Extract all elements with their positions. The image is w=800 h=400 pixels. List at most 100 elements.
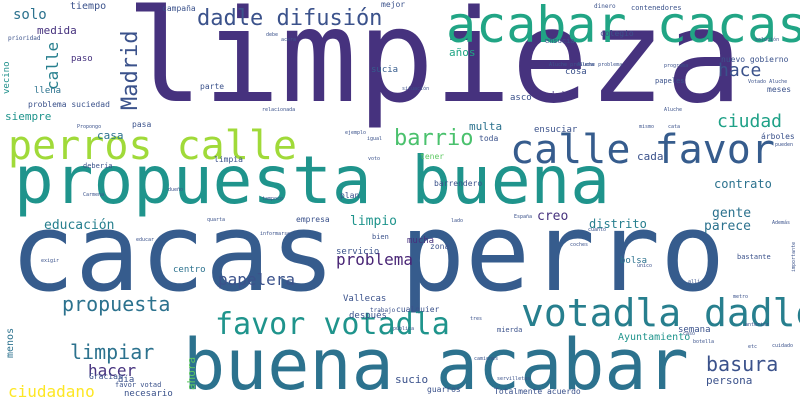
cloud-word: dejan [549, 91, 577, 101]
cloud-word: debe [266, 32, 279, 38]
cloud-word: dueño [168, 187, 184, 193]
cloud-word: quarta [207, 217, 226, 223]
cloud-word: camiones [474, 356, 499, 362]
cloud-word: papelera [218, 270, 296, 289]
cloud-word: cualquier [396, 305, 440, 314]
cloud-word: relacionada [262, 107, 296, 113]
cloud-word: coches [570, 242, 589, 248]
cloud-word: casa [97, 129, 124, 142]
cloud-word: meses [767, 85, 792, 94]
cloud-word: Aluche problema [577, 62, 623, 68]
cloud-word: contrato [714, 177, 772, 191]
cloud-word: ejemplo [345, 130, 367, 136]
cloud-word: Aluche [664, 107, 683, 113]
cloud-word: cacas perro [10, 191, 726, 316]
cloud-word: limpio [350, 214, 397, 229]
cloud-word: hacer [88, 361, 137, 380]
cloud-word: Totalmente acuerdo [494, 387, 581, 396]
cloud-word: necesario [124, 389, 173, 399]
cloud-word: voto [368, 156, 381, 162]
cloud-word: multa [469, 120, 503, 133]
cloud-word: mierda [497, 326, 523, 334]
cloud-word: después [349, 311, 387, 321]
cloud-word: dadle difusión [197, 6, 383, 31]
cloud-word: acera [281, 37, 297, 43]
cloud-word: informarse [260, 231, 291, 237]
cloud-word: llena [34, 86, 62, 96]
cloud-word: años [449, 46, 476, 59]
cloud-word: papeles [655, 77, 685, 85]
cloud-word: plan [340, 191, 360, 200]
cloud-word: allí [688, 279, 701, 285]
cloud-word: Ayuntamiento [618, 332, 691, 343]
cloud-word: Votado Aluche [748, 79, 788, 85]
cloud-word: solución [755, 37, 780, 43]
cloud-word: limpieza [126, 0, 743, 132]
cloud-word: mismo [639, 124, 655, 130]
cloud-word: pública [393, 326, 415, 332]
cloud-word: lado [451, 218, 464, 224]
cloud-word: Gracias [89, 372, 123, 381]
cloud-word: ensucia [545, 37, 575, 45]
cloud-word: acabar cacas [446, 0, 800, 54]
cloud-word: limpia [214, 155, 243, 164]
cloud-word: creo [537, 209, 569, 224]
cloud-word: ahora [185, 356, 198, 390]
cloud-word: parte [200, 82, 225, 91]
cloud-word: votadla dadle [521, 291, 800, 335]
cloud-word: servicio [336, 247, 380, 257]
cloud-word: mejor [381, 0, 406, 9]
cloud-word: zona [430, 242, 450, 251]
cloud-word: Carmena [83, 192, 105, 198]
cloud-word: Madrid [118, 30, 143, 110]
cloud-word: etc [748, 344, 758, 350]
cloud-word: bolsa [620, 256, 648, 266]
cloud-word: empresa [296, 215, 330, 224]
cloud-word: situación [402, 86, 430, 92]
cloud-word: contenedores [631, 4, 682, 12]
cloud-word: debería [83, 162, 113, 170]
cloud-word: sucia [371, 65, 399, 75]
cloud-word: asco [510, 93, 532, 103]
cloud-word: árboles [761, 132, 795, 141]
cloud-word: cuanto [588, 227, 607, 233]
cloud-word: menos [5, 327, 16, 358]
cloud-word: prioridad [8, 35, 41, 42]
cloud-word: mucha [407, 236, 435, 246]
cloud-word: favor votadla [215, 307, 450, 342]
cloud-word: programa [664, 63, 689, 69]
cloud-word: ensuciar [534, 125, 578, 135]
cloud-word: parece [704, 219, 751, 234]
cloud-word: semana [678, 325, 711, 335]
cloud-word: calle favor [510, 127, 775, 173]
cloud-word: día [118, 375, 135, 385]
cloud-word: servilletas [497, 376, 531, 382]
cloud-word: solo [13, 7, 47, 23]
cloud-word: cosa [565, 67, 587, 77]
cloud-word: Además [772, 220, 791, 226]
cloud-word: vecino [2, 61, 12, 94]
cloud-word: cada [637, 150, 664, 163]
cloud-word: Propongo [77, 124, 102, 130]
cloud-word: calle [43, 41, 62, 90]
cloud-word: nuevo gobierno [721, 55, 789, 64]
cloud-word: educar [136, 237, 155, 243]
cloud-word: tres [470, 316, 483, 322]
cloud-word: guarros [427, 385, 461, 394]
cloud-word: Aluche problema [549, 62, 595, 68]
cloud-word: perros calle [8, 123, 297, 169]
cloud-word: tiempo [70, 1, 107, 12]
cloud-word: bien [372, 233, 389, 241]
cloud-word: propuesta [62, 292, 171, 316]
cloud-word: paso [71, 54, 93, 64]
cloud-word: persona [706, 374, 753, 387]
cloud-word: sucio [395, 373, 429, 386]
cloud-word: barrio [394, 126, 474, 151]
cloud-word: problema [336, 250, 414, 269]
cloud-word: pasa [132, 120, 152, 129]
cloud-word: botella [693, 339, 715, 345]
cloud-word: tener [420, 152, 445, 161]
cloud-word: propuesta buena [14, 142, 611, 219]
cloud-word: centro [173, 265, 206, 275]
cloud-word: trabajo [370, 307, 396, 314]
